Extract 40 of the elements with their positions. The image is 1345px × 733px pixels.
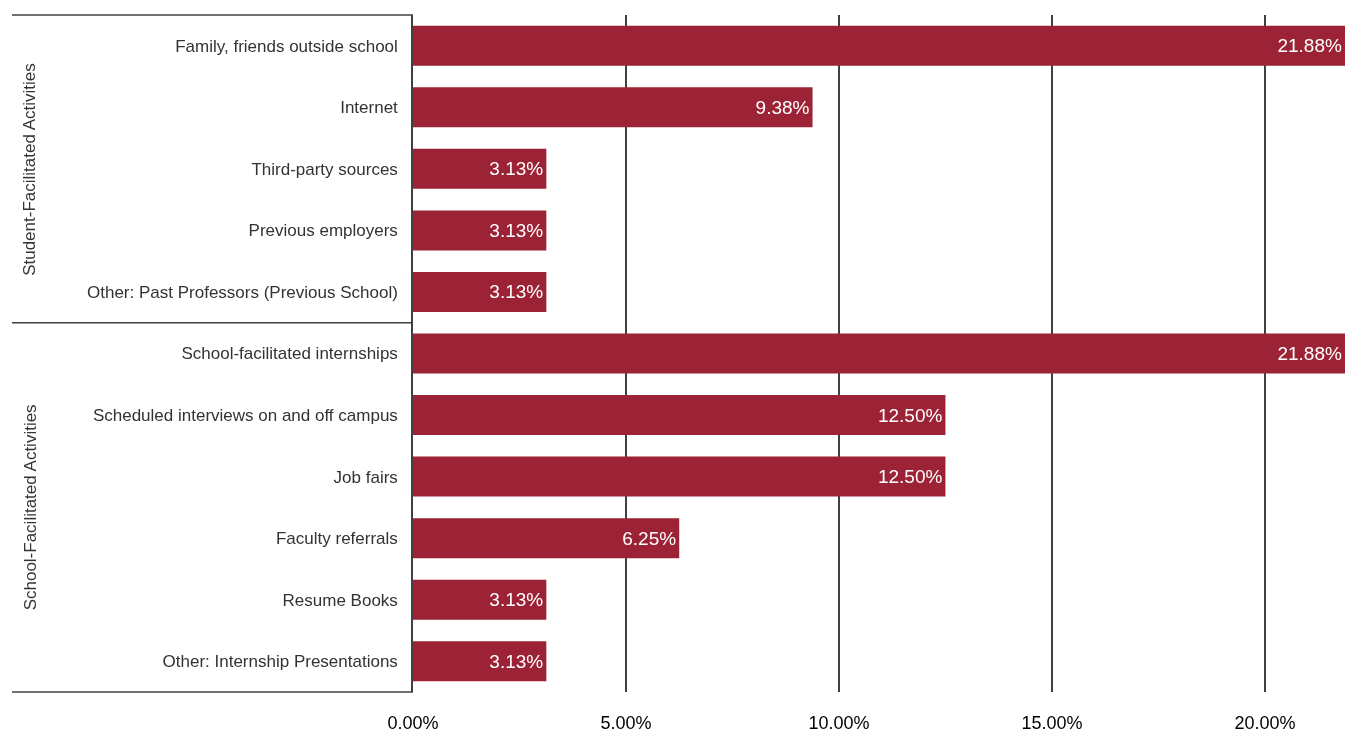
bar: [413, 641, 547, 682]
bar: [413, 579, 547, 620]
x-tick-label: 0.00%: [387, 713, 439, 733]
data-label: 3.13%: [489, 219, 544, 241]
y-tick-label: Third-party sources: [251, 159, 398, 179]
text: School-Facilitated Activities: [20, 404, 40, 611]
data-label: 3.13%: [489, 158, 544, 180]
x-tick-label: 5.00%: [600, 713, 652, 733]
y-tick-label: Job fairs: [333, 467, 398, 487]
bar: [413, 395, 946, 436]
data-label: 9.38%: [755, 96, 810, 118]
bar: [413, 210, 547, 251]
y-tick-label: Scheduled interviews on and off campus: [92, 406, 398, 425]
data-label: 3.13%: [489, 281, 544, 303]
bar: [413, 333, 1345, 374]
bar: [413, 87, 813, 128]
data-label: 21.88%: [1277, 343, 1342, 364]
y-tick-label: Family, friends outside school: [175, 36, 398, 56]
data-label: 12.50%: [877, 466, 943, 488]
bar: [413, 456, 946, 497]
bar: [413, 148, 547, 189]
bar: [413, 25, 1345, 66]
bar: [413, 271, 547, 312]
y-tick-label: Previous employers: [248, 221, 398, 241]
x-tick-label: 20.00%: [1234, 713, 1296, 733]
bar: [413, 518, 680, 559]
x-tick-label: 10.00%: [808, 713, 870, 733]
data-label: 12.50%: [877, 404, 943, 426]
x-tick-label: 15.00%: [1021, 713, 1083, 733]
data-label: 21.88%: [1277, 35, 1342, 57]
y-tick-label: Resume Books: [282, 590, 398, 610]
data-label: 3.13%: [489, 589, 544, 611]
y-tick-label: Faculty referrals: [275, 529, 398, 549]
y-tick-label: School-facilitated internships: [181, 344, 398, 364]
data-label: 6.25%: [622, 527, 677, 549]
text: Student-Facilitated Activities: [20, 63, 40, 276]
y-tick-label: Internet: [340, 98, 399, 118]
data-label: 3.13%: [489, 650, 544, 672]
y-tick-label: Other: Past Professors (Previous School): [87, 282, 398, 302]
y-tick-label: Other: Internship Presentations: [162, 652, 398, 672]
